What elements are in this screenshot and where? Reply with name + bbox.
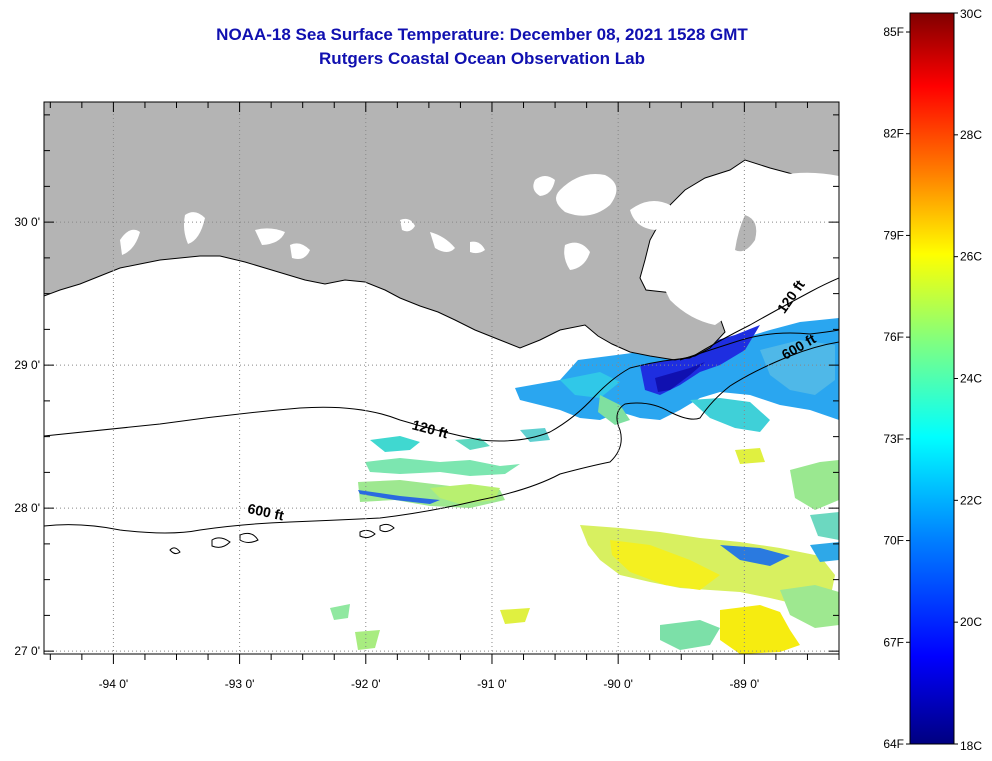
lon-tick-label: -90 0' bbox=[603, 677, 633, 691]
colorbar-fahrenheit-label: 85F bbox=[883, 25, 904, 39]
contour-120ft-east bbox=[689, 277, 839, 359]
colorbar-fahrenheit-label: 67F bbox=[883, 635, 904, 649]
colorbar-fahrenheit-label: 82F bbox=[883, 127, 904, 141]
contour-600ft bbox=[44, 341, 839, 534]
land-mass bbox=[44, 102, 839, 361]
lat-tick-label: 30 0' bbox=[14, 215, 40, 229]
lon-tick-label: -91 0' bbox=[477, 677, 507, 691]
frame-ticks bbox=[44, 102, 840, 664]
map-subtitle: Rutgers Coastal Ocean Observation Lab bbox=[319, 49, 645, 68]
colorbar-celsius-label: 28C bbox=[960, 128, 982, 142]
colorbar-celsius-label: 30C bbox=[960, 7, 982, 21]
colorbar-celsius-label: 24C bbox=[960, 372, 982, 386]
lon-tick-label: -93 0' bbox=[225, 677, 255, 691]
colorbar-fahrenheit-label: 79F bbox=[883, 228, 904, 242]
map-frame bbox=[43, 101, 840, 655]
colorbar-fahrenheit-label: 73F bbox=[883, 432, 904, 446]
lat-lon-grid bbox=[44, 102, 839, 654]
colorbar-celsius-label: 20C bbox=[960, 615, 982, 629]
colorbar-scale bbox=[909, 12, 955, 745]
colorbar-fahrenheit-label: 76F bbox=[883, 330, 904, 344]
contour-120ft-west bbox=[44, 357, 691, 442]
colorbar-celsius-label: 26C bbox=[960, 250, 982, 264]
contour-label: 600 ft bbox=[246, 500, 285, 523]
lon-tick-label: -89 0' bbox=[730, 677, 760, 691]
contour-delta bbox=[679, 329, 839, 361]
colorbar-fahrenheit-label: 70F bbox=[883, 534, 904, 548]
lon-tick-label: -94 0' bbox=[99, 677, 129, 691]
map-title: NOAA-18 Sea Surface Temperature: Decembe… bbox=[216, 25, 748, 44]
lon-tick-label: -92 0' bbox=[351, 677, 381, 691]
lat-tick-label: 27 0' bbox=[14, 644, 40, 658]
lat-tick-label: 29 0' bbox=[14, 358, 40, 372]
axis-tick-labels: -94 0' -93 0' -92 0' -91 0' -90 0' -89 0' 30 0… bbox=[14, 215, 759, 691]
colorbar-fahrenheit-label: 64F bbox=[883, 737, 904, 751]
colorbar-celsius-label: 22C bbox=[960, 493, 982, 507]
sst-data-layer bbox=[330, 318, 839, 654]
lat-tick-label: 28 0' bbox=[14, 501, 40, 515]
bathymetry-contours bbox=[44, 277, 839, 555]
colorbar: 30C 28C 26C 24C 22C 20C 18C 85F 82F 79F 76F 73F 70F 6… bbox=[883, 7, 982, 753]
colorbar-celsius-label: 18C bbox=[960, 739, 982, 753]
